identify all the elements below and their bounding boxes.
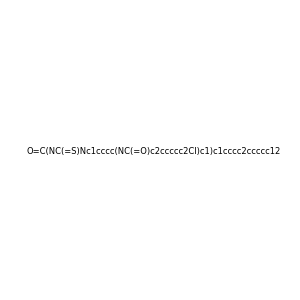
Text: O=C(NC(=S)Nc1cccc(NC(=O)c2ccccc2Cl)c1)c1cccc2ccccc12: O=C(NC(=S)Nc1cccc(NC(=O)c2ccccc2Cl)c1)c1… xyxy=(27,147,281,156)
